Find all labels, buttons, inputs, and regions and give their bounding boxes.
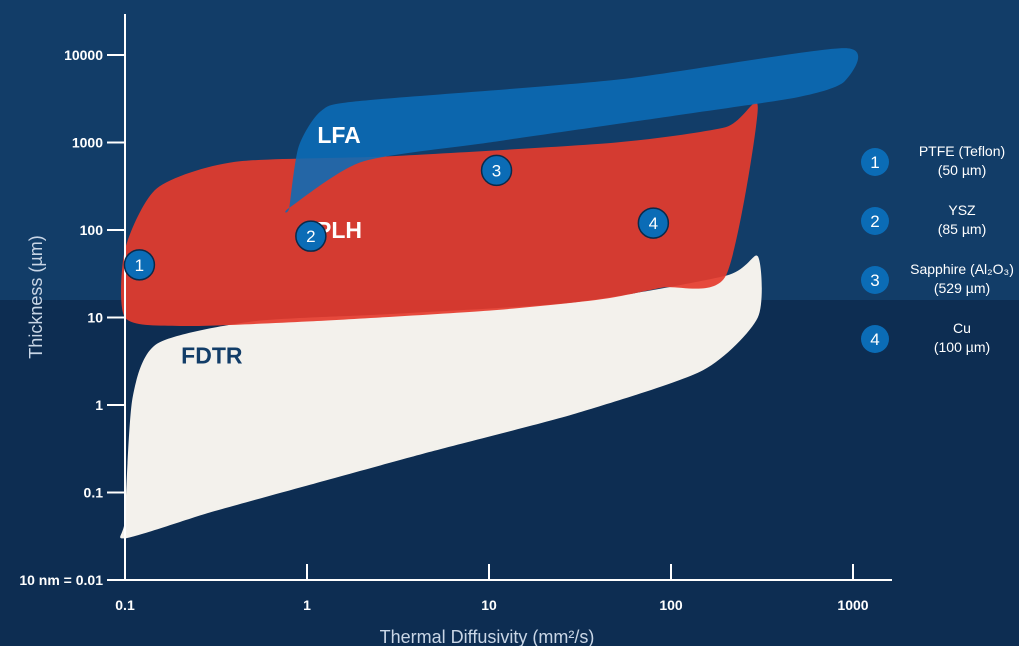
legend-badge-number: 1: [870, 153, 879, 172]
legend-item: 4 Cu (100 µm): [861, 320, 990, 355]
legend-badge-number: 3: [870, 271, 879, 290]
x-tick-label: 0.1: [115, 597, 135, 613]
legend-badge-number: 2: [870, 212, 879, 231]
legend-sample-name: Sapphire (Al₂O₃): [910, 261, 1014, 277]
y-tick-label: 10000: [64, 47, 103, 63]
y-tick-label: 10 nm = 0.01: [19, 572, 103, 588]
legend-sample-thickness: (85 µm): [938, 221, 987, 237]
y-tick-label: 100: [80, 222, 104, 238]
region-label-lfa: LFA: [317, 122, 360, 148]
sample-marker: [480, 154, 513, 187]
x-tick-label: 1000: [837, 597, 868, 613]
region-lfa: [285, 48, 859, 213]
x-tick-label: 100: [659, 597, 683, 613]
sample-marker: [295, 220, 327, 252]
x-tick-label: 1: [303, 597, 311, 613]
x-tick-label: 10: [481, 597, 497, 613]
y-tick-label: 1000: [72, 135, 103, 151]
region-label-fdtr: FDTR: [181, 342, 243, 368]
sample-marker-number: 3: [492, 161, 501, 180]
region-plh: [121, 102, 758, 327]
y-tick-label: 0.1: [84, 485, 104, 501]
legend-sample-name: Cu: [953, 320, 971, 336]
region-fdtr: [120, 255, 762, 539]
markers-layer: 1 2 3 4: [123, 154, 670, 281]
legend-badge: [861, 325, 889, 353]
sample-marker-number: 4: [649, 214, 658, 233]
legend-sample-thickness: (100 µm): [934, 339, 990, 355]
legend-sample-name: PTFE (Teflon): [919, 143, 1005, 159]
legend-sample-thickness: (50 µm): [938, 162, 987, 178]
legend-item: 2 YSZ (85 µm): [861, 202, 986, 237]
y-tick-label: 10: [87, 310, 103, 326]
sample-marker-number: 1: [135, 256, 144, 275]
x-axis-title: Thermal Diffusivity (mm²/s): [380, 627, 595, 646]
y-tick-label: 1: [95, 397, 103, 413]
legend-badge: [861, 266, 889, 294]
sample-marker: [123, 249, 156, 281]
axes-layer: 0.1 1 10 100 1000 10 nm = 0.01 0.1 1 10 100 1000 10…: [19, 14, 892, 613]
legend: 1 PTFE (Teflon) (50 µm) 2 YSZ (85 µm) 3 Sapphir…: [861, 143, 1014, 355]
y-axis-title: Thickness (µm): [26, 235, 46, 358]
legend-item: 3 Sapphire (Al₂O₃) (529 µm): [861, 261, 1014, 296]
legend-item: 1 PTFE (Teflon) (50 µm): [861, 143, 1005, 178]
legend-sample-name: YSZ: [948, 202, 976, 218]
regions-layer: [120, 48, 859, 539]
sample-marker: [637, 207, 670, 239]
legend-badge: [861, 148, 889, 176]
legend-badge-number: 4: [870, 330, 879, 349]
legend-badge: [861, 207, 889, 235]
legend-sample-thickness: (529 µm): [934, 280, 990, 296]
sample-marker-number: 2: [306, 227, 315, 246]
